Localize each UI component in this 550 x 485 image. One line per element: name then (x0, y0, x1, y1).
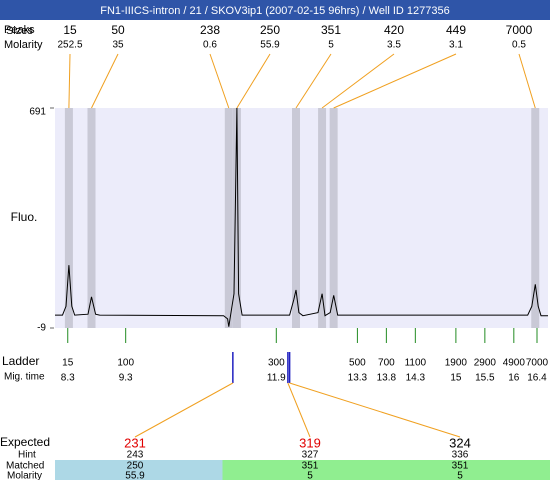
peak-size: 238 (200, 23, 220, 37)
ladder-time: 9.3 (119, 373, 133, 384)
ladder-size: 4900 (503, 358, 526, 369)
expected-link (134, 382, 234, 438)
ladder-time: 16 (508, 373, 520, 384)
peak-band (232, 108, 241, 328)
peak-molarity: 5 (328, 40, 334, 51)
peak-molarity: 0.6 (203, 40, 217, 51)
ladder-size: 7000 (526, 358, 549, 369)
ladder-time: 8.3 (61, 373, 75, 384)
match-bg (222, 460, 386, 480)
molarity-label: Molarity (4, 39, 43, 51)
ladder-label: Ladder (2, 354, 39, 368)
expected-molarity: 5 (457, 471, 463, 480)
peak-molarity: 252.5 (57, 40, 82, 51)
title: FN1-IIICS-intron / 21 / SKOV3ip1 (2007-0… (100, 5, 450, 17)
hint: 243 (127, 450, 144, 461)
peak-link (68, 53, 71, 109)
expected-size: 231 (124, 435, 146, 450)
peak-band (531, 108, 540, 328)
peak-molarity: 35 (112, 40, 124, 51)
match-bg (55, 460, 223, 480)
peak-link (333, 53, 457, 109)
peak-link (295, 53, 332, 109)
match-bg (385, 460, 550, 480)
y-tick-label: -9 (37, 323, 46, 334)
ladder-time: 11.9 (267, 373, 286, 384)
title-bar (0, 0, 550, 20)
peak-size: 7000 (506, 23, 533, 37)
peak-size: 420 (384, 23, 404, 37)
expected-size: 319 (299, 435, 321, 450)
peak-size: 449 (446, 23, 466, 37)
matched-label: Matched (6, 461, 44, 472)
peak-band (318, 108, 327, 328)
expected-molarity: 55.9 (125, 471, 145, 480)
ladder-size: 500 (349, 358, 366, 369)
ladder-size: 100 (117, 358, 134, 369)
ladder-time: 16.4 (527, 373, 547, 384)
ladder-time: 15.5 (475, 373, 495, 384)
peak-size: 250 (260, 23, 280, 37)
mig-time-label: Mig. time (4, 372, 45, 383)
hint: 327 (302, 450, 319, 461)
peaks-label: Peaks (4, 24, 35, 36)
hint-label: Hint (18, 450, 36, 461)
ladder-size: 300 (268, 358, 285, 369)
y-tick-label: 691 (29, 107, 46, 118)
ladder-time: 13.3 (348, 373, 368, 384)
matched: 250 (127, 461, 144, 472)
sizes-label: Sizes (6, 25, 33, 37)
expected-molarity: 5 (307, 471, 313, 480)
plot-area (55, 108, 548, 328)
peak-molarity: 3.1 (449, 40, 463, 51)
peak-molarity: 0.5 (512, 40, 526, 51)
ladder-time: 14.3 (406, 373, 426, 384)
peak-size: 50 (111, 23, 125, 37)
y-axis-label: Fluo. (11, 210, 38, 224)
ladder-size: 15 (62, 358, 74, 369)
expected-size: 324 (449, 435, 471, 450)
peak-link (91, 53, 119, 109)
expected-label: Expected (0, 435, 50, 449)
peak-band (87, 108, 96, 328)
peak-band (291, 108, 300, 328)
peak-molarity: 55.9 (260, 40, 280, 51)
trace-group (55, 107, 548, 327)
expected-link (287, 382, 311, 438)
matched: 351 (452, 461, 469, 472)
ladder-size: 700 (378, 358, 395, 369)
peak-link (209, 53, 230, 109)
peak-link (518, 53, 536, 109)
ladder-size: 2900 (474, 358, 497, 369)
peak-size: 15 (63, 23, 77, 37)
trace (55, 107, 548, 327)
peak-band (64, 108, 73, 328)
hint: 336 (452, 450, 469, 461)
expected-link (289, 382, 461, 438)
ladder-size: 1900 (445, 358, 468, 369)
peak-link (236, 53, 271, 109)
peak-size: 351 (321, 23, 341, 37)
ladder-time: 13.8 (377, 373, 397, 384)
peak-link (321, 53, 395, 109)
ladder-size: 1100 (405, 358, 427, 369)
ladder-time: 15 (450, 373, 462, 384)
peak-band (224, 108, 233, 328)
expected-molarity-label: Molarity (7, 471, 42, 480)
matched: 351 (302, 461, 319, 472)
peak-molarity: 3.5 (387, 40, 401, 51)
peak-band (329, 108, 338, 328)
